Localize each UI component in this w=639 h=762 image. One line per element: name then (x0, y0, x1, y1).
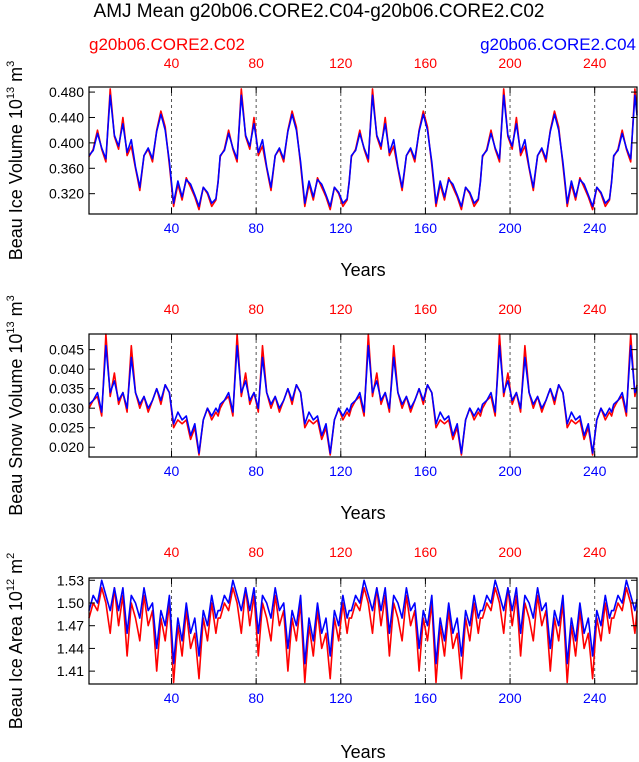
series-line-c04 (88, 344, 638, 454)
series-line-c04 (88, 579, 638, 665)
y-tick-label: 0.025 (49, 420, 84, 436)
y-axis-label-exponent: 12 (5, 579, 17, 591)
x-tick-label-bottom: 80 (248, 690, 264, 706)
plot-frame (88, 86, 638, 215)
x-tick-label-top: 40 (164, 544, 180, 560)
x-tick-label-bottom: 120 (329, 690, 353, 706)
y-axis-label-exponent: 13 (5, 87, 17, 99)
x-tick-label-bottom: 120 (329, 220, 353, 236)
y-axis-label-unit: m (6, 301, 26, 321)
x-tick-label-top: 120 (329, 301, 353, 317)
x-tick-label-top: 40 (164, 301, 180, 317)
y-tick-label: 0.045 (49, 342, 84, 358)
x-tick-label-top: 200 (498, 55, 522, 71)
y-tick-label: 0.440 (49, 109, 84, 125)
x-tick-label-bottom: 80 (248, 463, 264, 479)
y-axis-label: Beau Ice Volume 1013 m3 (5, 61, 26, 261)
y-tick-label: 0.360 (49, 160, 84, 176)
y-tick-label: 0.480 (49, 84, 84, 100)
y-tick-label: 0.400 (49, 135, 84, 151)
x-tick-label-bottom: 200 (498, 463, 522, 479)
plot-frame (88, 577, 638, 685)
y-tick-label: 0.040 (49, 361, 84, 377)
x-tick-label-top: 80 (248, 55, 264, 71)
y-tick-label: 1.41 (57, 663, 84, 679)
x-tick-label-top: 240 (583, 301, 607, 317)
x-tick-label-bottom: 160 (414, 220, 438, 236)
y-tick-label: 0.320 (49, 186, 84, 202)
y-axis-label: Beau Ice Area 1012 m2 (5, 553, 26, 729)
plot-frame (88, 333, 638, 458)
y-axis-label: Beau Snow Volume 1013 m3 (5, 295, 26, 516)
x-tick-label-bottom: 80 (248, 220, 264, 236)
panel-ice-volume: 0.320 0.360 0.400 0.440 0.480 40 40 80 80 120 120 1… (5, 55, 638, 280)
x-tick-label-top: 80 (248, 301, 264, 317)
x-tick-label-bottom: 240 (583, 220, 607, 236)
y-tick-label: 1.53 (57, 572, 84, 588)
y-axis-label-unit: m (6, 67, 26, 87)
y-tick-label: 1.47 (57, 618, 84, 634)
x-tick-label-bottom: 200 (498, 690, 522, 706)
y-axis-label-unit-exponent: 3 (5, 295, 17, 301)
legend-right-label: g20b06.CORE2.C04 (480, 35, 636, 54)
panel-ice-area: 1.41 1.44 1.47 1.50 1.53 40 40 80 80 120 120 160 160… (5, 544, 638, 762)
x-tick-label-top: 200 (498, 301, 522, 317)
x-tick-label-bottom: 160 (414, 463, 438, 479)
y-tick-label: 0.035 (49, 381, 84, 397)
x-axis-label: Years (340, 503, 385, 523)
x-tick-label-bottom: 40 (164, 220, 180, 236)
x-tick-label-bottom: 240 (583, 690, 607, 706)
x-tick-label-bottom: 240 (583, 463, 607, 479)
x-tick-label-bottom: 200 (498, 220, 522, 236)
y-axis-label-main: Beau Snow Volume 10 (6, 334, 26, 516)
series-line-c04 (88, 94, 638, 208)
x-tick-label-bottom: 40 (164, 690, 180, 706)
panel-snow-volume: 0.020 0.025 0.030 0.035 0.040 0.045 40 40 80 80 12… (5, 295, 638, 523)
x-tick-label-bottom: 160 (414, 690, 438, 706)
legend-left-label: g20b06.CORE2.C02 (89, 35, 245, 54)
y-axis-label-main: Beau Ice Volume 10 (6, 99, 26, 260)
y-tick-label: 1.44 (57, 640, 84, 656)
x-tick-label-top: 160 (414, 55, 438, 71)
x-tick-label-bottom: 120 (329, 463, 353, 479)
x-tick-label-top: 40 (164, 55, 180, 71)
x-tick-label-top: 120 (329, 55, 353, 71)
y-axis-label-unit-exponent: 2 (5, 553, 17, 559)
x-tick-label-top: 120 (329, 544, 353, 560)
chart-panels: 0.3200.3600.4000.4400.480404080801201201… (5, 55, 638, 762)
x-axis-label: Years (340, 742, 385, 762)
x-tick-label-bottom: 40 (164, 463, 180, 479)
x-tick-label-top: 80 (248, 544, 264, 560)
series-line-c02 (88, 587, 638, 684)
x-tick-label-top: 160 (414, 544, 438, 560)
x-tick-label-top: 240 (583, 55, 607, 71)
y-axis-label-exponent: 13 (5, 321, 17, 333)
y-axis-label-main: Beau Ice Area 10 (6, 591, 26, 729)
chart-title: AMJ Mean g20b06.CORE2.C04-g20b06.CORE2.C… (94, 1, 545, 22)
x-tick-label-top: 240 (583, 544, 607, 560)
x-axis-label: Years (340, 260, 385, 280)
x-tick-label-top: 200 (498, 544, 522, 560)
y-axis-label-unit-exponent: 3 (5, 61, 17, 67)
y-tick-label: 0.030 (49, 400, 84, 416)
y-tick-label: 0.020 (49, 439, 84, 455)
y-axis-label-unit: m (6, 559, 26, 579)
y-tick-label: 1.50 (57, 595, 84, 611)
x-tick-label-top: 160 (414, 301, 438, 317)
